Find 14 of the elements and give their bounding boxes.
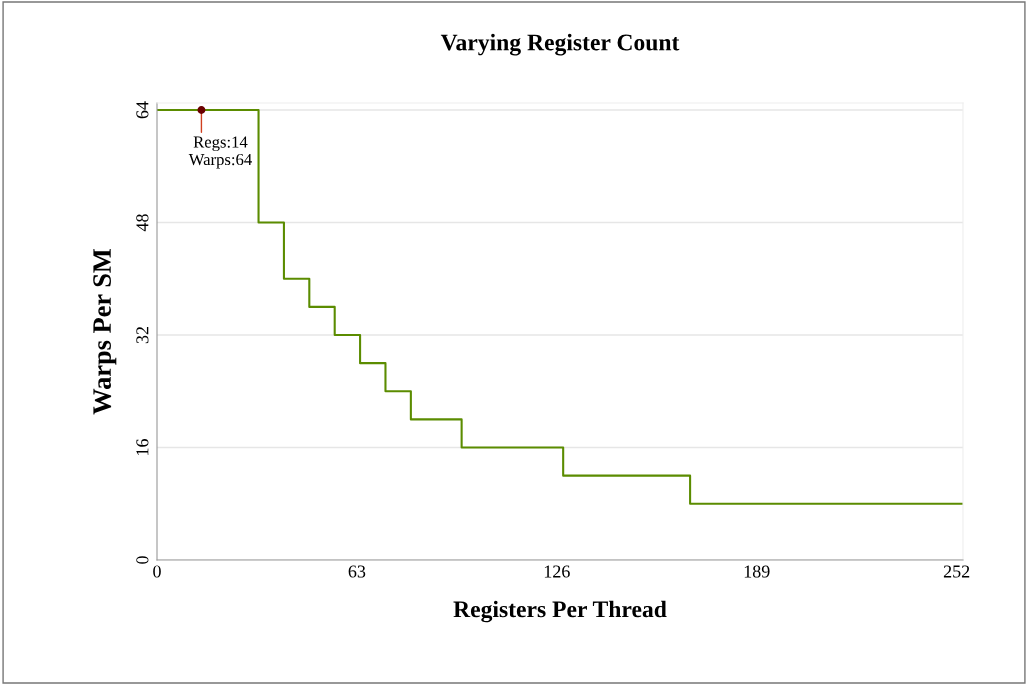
x-tick-label: 0: [153, 565, 161, 578]
y-tick-label: 64: [136, 101, 149, 119]
y-tick-label: 32: [136, 326, 149, 344]
y-tick-label: 48: [136, 214, 149, 232]
y-tick-label: 16: [136, 439, 149, 455]
chart-title: Varying Register Count: [440, 33, 680, 56]
y-axis-title: Warps Per SM: [93, 248, 117, 415]
annotation: Regs:14 Warps:64: [188, 136, 252, 169]
y-tick-label: 0: [136, 556, 149, 564]
x-tick-label: 252: [943, 565, 970, 578]
x-tick-label: 126: [544, 565, 570, 578]
x-tick-label: 63: [348, 565, 366, 578]
x-axis-title: Registers Per Thread: [453, 600, 667, 623]
x-tick-label: 189: [744, 565, 770, 578]
